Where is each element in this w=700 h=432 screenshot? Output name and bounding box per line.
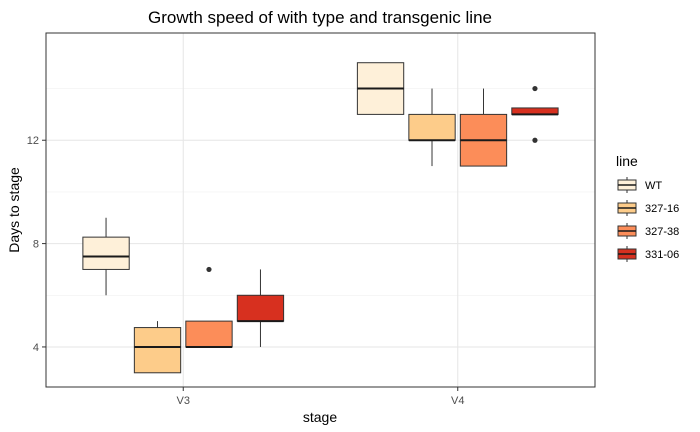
box-327-38-V3 xyxy=(185,266,233,348)
box-WT-V4 xyxy=(356,62,405,115)
legend-item-327-16: 327-16 xyxy=(617,200,679,216)
y-tick-label: 12 xyxy=(27,135,39,147)
boxes xyxy=(82,62,559,374)
y-axis: 4 8 12 xyxy=(27,135,46,354)
legend-label: 327-16 xyxy=(645,203,679,215)
legend-label: WT xyxy=(645,180,662,192)
y-tick-label: 8 xyxy=(33,239,39,251)
x-axis: V3 V4 xyxy=(177,387,464,407)
box-body xyxy=(236,294,285,322)
legend: line WT 327-16 327-38 331-06 xyxy=(616,153,679,262)
plot-border xyxy=(45,32,596,388)
x-tick-label: V3 xyxy=(177,395,190,407)
chart-title: Growth speed of with type and transgenic… xyxy=(148,8,492,27)
box-WT-V3 xyxy=(82,217,130,296)
y-tick-label: 4 xyxy=(33,342,39,354)
outlier-point xyxy=(532,137,538,143)
box-331-06-V4 xyxy=(511,85,559,143)
legend-item-331-06: 331-06 xyxy=(617,246,679,262)
box-body xyxy=(133,327,182,374)
outlier-point xyxy=(206,266,212,273)
box-327-16-V4 xyxy=(408,88,456,167)
legend-title: line xyxy=(616,153,638,169)
box-body xyxy=(82,236,130,270)
x-axis-label: stage xyxy=(303,409,337,425)
box-327-38-V4 xyxy=(459,88,508,167)
legend-item-WT: WT xyxy=(617,177,662,193)
box-327-16-V3 xyxy=(133,321,182,374)
box-body xyxy=(408,113,456,141)
legend-label: 327-38 xyxy=(645,226,679,238)
box-331-06-V3 xyxy=(236,269,285,347)
plot-panel xyxy=(46,33,595,387)
y-axis-label: Days to stage xyxy=(6,167,22,253)
x-tick-label: V4 xyxy=(451,395,464,407)
box-body xyxy=(185,320,233,348)
outlier-point xyxy=(532,85,538,92)
legend-label: 331-06 xyxy=(645,249,679,261)
legend-item-327-38: 327-38 xyxy=(617,223,679,239)
